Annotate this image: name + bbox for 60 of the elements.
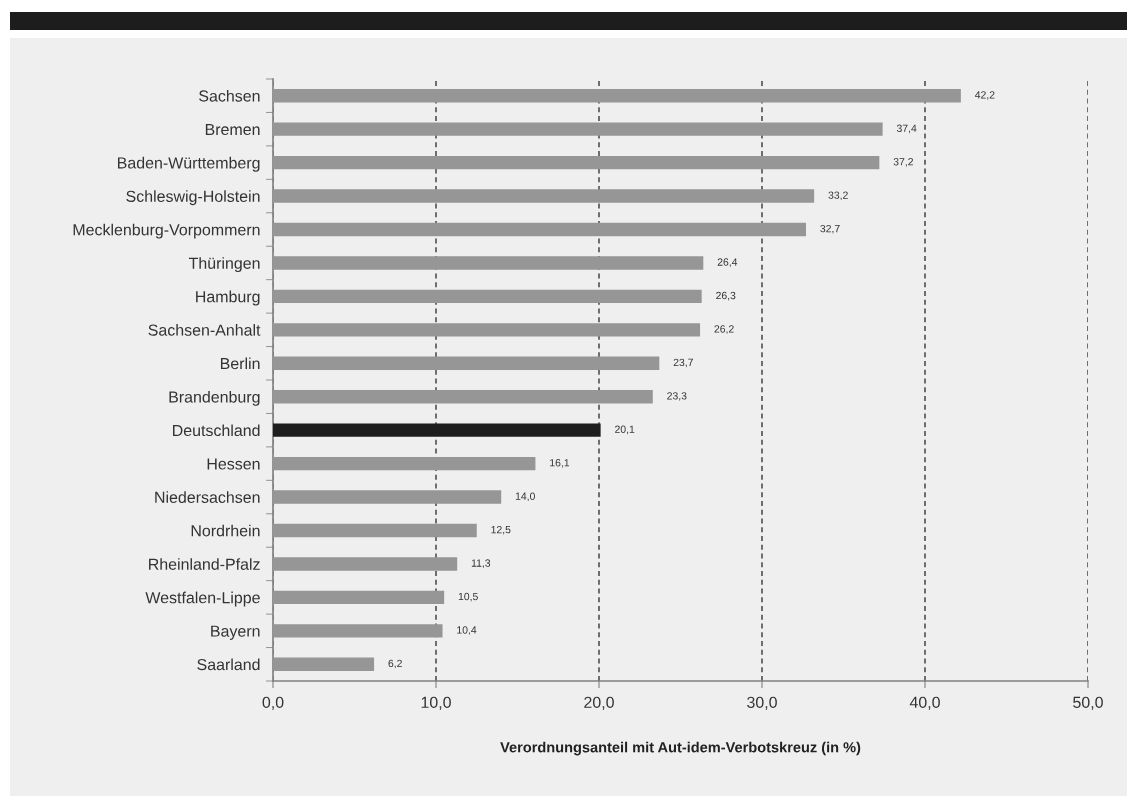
x-tick-label: 10,0 <box>421 696 451 710</box>
bar <box>273 390 653 404</box>
bar <box>273 557 458 571</box>
data-label: 10,4 <box>457 626 477 635</box>
bar <box>273 222 807 237</box>
data-label: 20,1 <box>615 425 635 435</box>
data-label: 23,7 <box>673 358 693 368</box>
data-label: 37,4 <box>896 124 917 134</box>
data-label: 6,2 <box>388 659 402 669</box>
y-tick-label: Baden-Württemberg <box>118 156 260 172</box>
data-label: 33,2 <box>828 191 848 201</box>
y-tick-label: Saarland <box>197 658 260 671</box>
bar <box>273 289 702 304</box>
y-tick-label: Sachsen <box>199 89 260 102</box>
bar <box>273 657 375 671</box>
data-label: 42,2 <box>974 91 995 100</box>
y-tick-label: Nordrhein <box>191 524 260 537</box>
y-tick-label: Brandenburg <box>169 390 260 406</box>
y-tick-label: Deutschland <box>173 424 260 437</box>
x-tick-label: 40,0 <box>909 696 940 710</box>
x-tick-label: 30,0 <box>747 696 777 710</box>
bar <box>273 590 445 605</box>
y-tick-label: Schleswig-Holstein <box>126 190 260 206</box>
data-label: 11,3 <box>471 559 491 568</box>
data-label: 12,5 <box>491 525 511 535</box>
bar <box>273 189 815 203</box>
bar <box>273 356 660 370</box>
x-tick-label: 20,0 <box>584 696 614 710</box>
data-label: 26,2 <box>714 325 734 334</box>
y-tick-label: Mecklenburg-Vorpommern <box>73 223 260 239</box>
x-axis-title: Verordnungsanteil mit Aut-idem-Verbotskreuz (in %) <box>500 741 861 756</box>
y-tick-label: Westfalen-Lippe <box>145 591 260 607</box>
y-tick-label: Sachsen-Anhalt <box>148 324 261 336</box>
data-label: 32,7 <box>820 224 840 234</box>
data-label: 23,3 <box>667 392 687 401</box>
bar <box>273 323 701 337</box>
y-tick-label: Thüringen <box>188 257 260 273</box>
y-tick-label: Hessen <box>207 458 260 470</box>
bar <box>273 456 536 471</box>
bar <box>273 490 502 504</box>
data-label: 14,0 <box>515 492 535 502</box>
bar <box>273 122 883 136</box>
y-tick-label: Bremen <box>205 123 260 136</box>
x-tick-label: 0,0 <box>262 696 284 710</box>
y-tick-label: Bayern <box>211 625 260 640</box>
y-tick-label: Hamburg <box>196 290 260 306</box>
bar <box>273 523 477 538</box>
y-tick-label: Berlin <box>220 357 260 370</box>
data-label: 16,1 <box>550 459 570 468</box>
bar <box>273 155 880 170</box>
bar <box>273 89 961 103</box>
data-label: 26,3 <box>716 291 736 301</box>
y-tick-label: Niedersachsen <box>155 491 260 503</box>
bar <box>273 256 704 270</box>
y-tick-label: Rheinland-Pfalz <box>149 558 260 570</box>
data-label: 10,5 <box>458 592 478 602</box>
data-label: 26,4 <box>717 258 738 267</box>
x-tick-label: 50,0 <box>1073 696 1103 710</box>
bar <box>273 624 443 638</box>
data-label: 37,2 <box>893 158 913 167</box>
